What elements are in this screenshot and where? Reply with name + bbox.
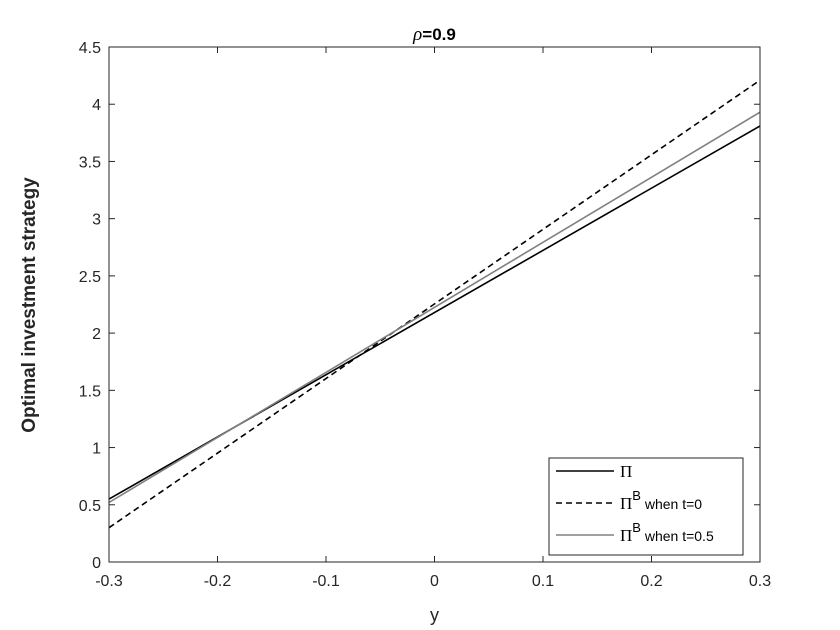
y-tick-label: 2.5 xyxy=(79,269,101,286)
y-tick-label: 1.5 xyxy=(79,383,101,400)
y-tick-label: 3 xyxy=(92,212,101,229)
x-tick-label: 0.1 xyxy=(532,573,554,590)
legend-items: Π ΠB when t=0 ΠB when t=0.5 xyxy=(556,462,714,545)
series-layer xyxy=(108,79,761,529)
legend-label-1: Π xyxy=(620,462,632,481)
ticks-layer: -0.3 -0.2 -0.1 0 0.1 0.2 0.3 0 0.5 1 1.5 2 2.5 3 3.5 4 4… xyxy=(79,40,771,590)
x-tick-label: 0 xyxy=(430,573,439,590)
series-line-2 xyxy=(108,79,761,529)
x-tick-label: -0.1 xyxy=(312,573,340,590)
title-value: =0.9 xyxy=(422,25,456,44)
legend-box xyxy=(548,457,744,556)
y-tick-label: 2 xyxy=(92,326,101,343)
x-tick-label: -0.3 xyxy=(95,573,123,590)
y-tick-label: 4 xyxy=(92,97,101,114)
y-tick-label: 0 xyxy=(92,555,101,572)
series-line-3 xyxy=(108,111,761,504)
legend: Π ΠB when t=0 ΠB when t=0.5 xyxy=(548,457,744,556)
x-tick-label: 0.3 xyxy=(749,573,771,590)
y-tick-label: 3.5 xyxy=(79,154,101,171)
legend-label-2: ΠB when t=0 xyxy=(620,488,702,513)
chart-title: ρ=0.9 xyxy=(412,24,456,45)
y-tick-label: 0.5 xyxy=(79,498,101,515)
y-tick-label: 4.5 xyxy=(79,40,101,57)
x-axis-label: y xyxy=(430,605,439,625)
y-tick-label: 1 xyxy=(92,441,101,458)
legend-label-3: ΠB when t=0.5 xyxy=(620,520,714,545)
title-symbol: ρ xyxy=(412,24,422,45)
x-tick-label: -0.2 xyxy=(204,573,232,590)
x-tick-label: 0.2 xyxy=(640,573,662,590)
y-axis-label: Optimal investment strategy xyxy=(19,177,40,433)
